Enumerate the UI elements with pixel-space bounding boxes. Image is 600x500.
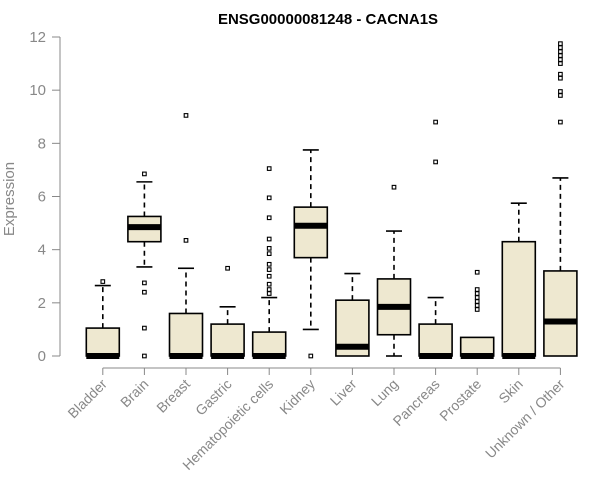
outlier-point [142,289,147,295]
box-iqr [293,206,329,259]
outlier-point [266,166,272,171]
outlier-point [183,113,189,118]
outlier-point [558,41,563,46]
outlier-point [183,238,189,243]
box-group [251,166,287,359]
outlier-point [558,75,563,81]
outlier-point [558,45,563,50]
outlier-point [474,299,480,304]
y-tick-label: 0 [38,348,46,365]
outlier-point [558,71,563,77]
outlier-point [266,267,272,272]
x-tick-label: Lung [368,376,401,409]
box-group [459,269,495,359]
outlier-point [558,93,563,98]
outlier-point [266,287,272,292]
outlier-point [474,307,480,312]
outlier-point [558,53,563,58]
box-group [376,184,412,357]
outlier-point [266,245,272,251]
y-tick-label: 10 [29,82,46,99]
outlier-point [142,280,147,286]
x-tick-label: Prostate [436,376,484,424]
outlier-point [225,265,230,271]
y-tick-label: 4 [38,242,46,259]
box-group [501,202,537,359]
box-group [210,265,245,359]
box-iqr [418,323,453,357]
x-tick-label: Liver [327,376,360,409]
outlier-point [558,57,563,62]
outlier-point [474,295,480,300]
box-group [293,149,329,359]
outlier-point [474,291,480,296]
y-tick-label: 2 [38,295,46,312]
box-iqr [251,331,287,357]
outlier-point [266,251,272,257]
outlier-point [433,159,438,165]
x-tick-label: Unknown / Other [482,376,568,462]
outlier-point [100,279,106,284]
y-tick-label: 12 [29,29,46,46]
x-tick-label: Bladder [64,376,110,422]
box-group [127,171,162,359]
outlier-point [266,195,272,201]
y-tick-label: 6 [38,189,46,206]
box-iqr [501,240,537,357]
outlier-point [391,184,397,190]
outlier-point [308,353,314,359]
outlier-point [266,273,272,279]
box-series [85,41,578,359]
box-iqr [210,323,245,357]
chart-title: ENSG00000081248 - CACNA1S [218,11,438,28]
box-iqr [543,270,578,357]
y-tick-label: 8 [38,135,46,152]
outlier-point [266,281,272,287]
x-tick-label: Breast [153,376,193,416]
outlier-point [558,49,563,54]
box-group [85,279,121,359]
outlier-point [433,119,438,125]
box-group [418,119,453,359]
box-group [543,41,578,357]
outlier-point [266,236,272,242]
outlier-point [474,287,480,292]
x-tick-label: Brain [117,376,151,410]
box-iqr [85,327,121,357]
outlier-point [266,291,272,296]
outlier-point [266,261,272,267]
y-axis-label: Expression [1,162,18,236]
box-group [168,113,204,359]
outlier-point [474,269,480,275]
outlier-point [558,119,563,125]
box-iqr [168,312,204,357]
x-tick-label: Kidney [276,376,318,418]
outlier-point [558,61,563,66]
outlier-point [142,353,147,359]
box-group [335,272,370,357]
x-tick-label: Skin [495,376,526,407]
outlier-point [142,325,147,331]
outlier-point [558,89,563,94]
y-axis: 0 2 4 6 8 10 12 [29,29,61,365]
outlier-point [142,171,147,177]
outlier-point [474,303,480,308]
outlier-point [266,215,272,221]
